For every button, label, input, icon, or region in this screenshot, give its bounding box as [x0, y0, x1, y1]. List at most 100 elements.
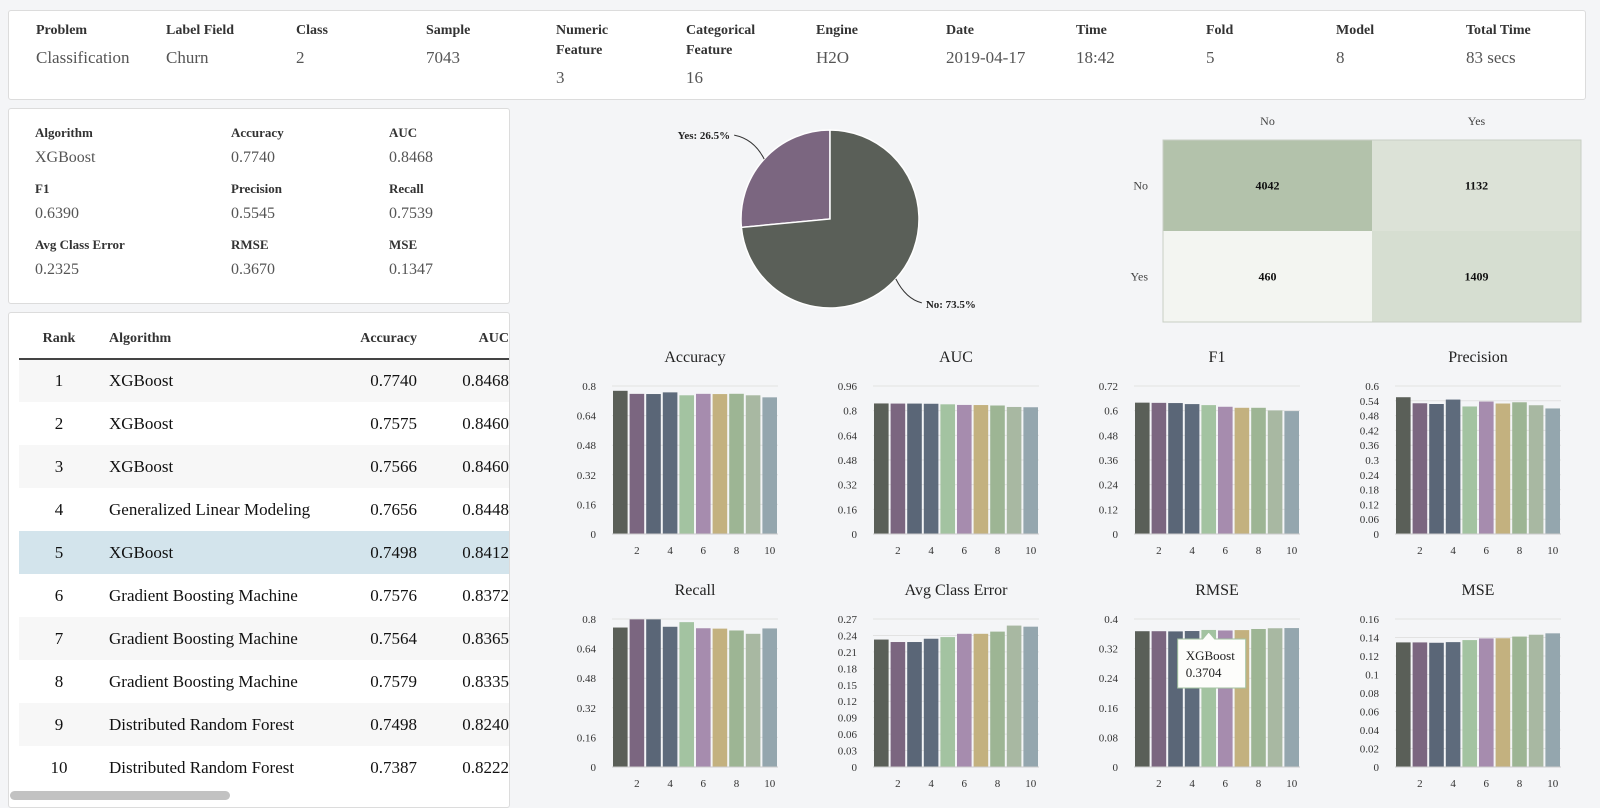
- bar[interactable]: [907, 403, 922, 534]
- bar[interactable]: [1135, 631, 1150, 767]
- bar[interactable]: [1495, 403, 1511, 534]
- bar[interactable]: [1545, 408, 1560, 534]
- bar[interactable]: [696, 628, 711, 767]
- bar[interactable]: [957, 404, 972, 534]
- horizontal-scrollbar[interactable]: [10, 791, 230, 800]
- bar[interactable]: [1251, 407, 1266, 534]
- bar[interactable]: [940, 637, 955, 767]
- bar[interactable]: [890, 642, 906, 767]
- table-row[interactable]: 10 Distributed Random Forest 0.7387 0.8222: [19, 746, 510, 789]
- bar[interactable]: [745, 395, 761, 534]
- table-row[interactable]: 1 XGBoost 0.7740 0.8468: [19, 359, 509, 402]
- bar[interactable]: [1528, 634, 1544, 767]
- table-row[interactable]: 9 Distributed Random Forest 0.7498 0.8240: [19, 703, 509, 746]
- bar[interactable]: [1445, 399, 1461, 534]
- bar[interactable]: [646, 619, 661, 767]
- bar[interactable]: [990, 631, 1005, 767]
- bar[interactable]: [1135, 402, 1150, 534]
- bar[interactable]: [1267, 628, 1283, 767]
- bar[interactable]: [1462, 406, 1477, 534]
- bar[interactable]: [907, 642, 922, 767]
- y-tick-label: 0.16: [838, 504, 858, 516]
- bar[interactable]: [1023, 626, 1038, 767]
- bar[interactable]: [1284, 628, 1299, 767]
- table-row[interactable]: 2 XGBoost 0.7575 0.8460: [19, 402, 509, 445]
- bar[interactable]: [1412, 642, 1428, 767]
- pie-slice[interactable]: [740, 129, 920, 309]
- bar[interactable]: [1479, 401, 1494, 534]
- bar[interactable]: [874, 403, 889, 534]
- bar[interactable]: [890, 403, 906, 534]
- bar[interactable]: [1234, 407, 1250, 534]
- bar[interactable]: [696, 393, 711, 534]
- matrix-cell[interactable]: [1372, 231, 1581, 322]
- y-tick-label: 0.32: [1099, 644, 1118, 656]
- bar[interactable]: [1006, 625, 1022, 767]
- bar[interactable]: [973, 405, 989, 534]
- bar[interactable]: [712, 394, 728, 534]
- table-row[interactable]: 4 Generalized Linear Modeling 0.7656 0.8448: [19, 488, 509, 531]
- bar[interactable]: [629, 393, 645, 534]
- bar[interactable]: [1396, 642, 1411, 767]
- bar[interactable]: [1251, 628, 1266, 767]
- x-tick-label: 10: [1547, 545, 1559, 557]
- bar[interactable]: [1429, 404, 1444, 534]
- header-accuracy[interactable]: Accuracy: [339, 319, 431, 360]
- bar[interactable]: [1429, 642, 1444, 767]
- bar[interactable]: [745, 633, 761, 767]
- table-row[interactable]: 5 XGBoost 0.7498 0.8412: [19, 531, 509, 574]
- table-row[interactable]: 3 XGBoost 0.7566 0.8460: [19, 445, 509, 488]
- bar[interactable]: [762, 628, 777, 767]
- bar[interactable]: [1462, 640, 1477, 767]
- bar[interactable]: [762, 397, 777, 534]
- bar[interactable]: [1412, 403, 1428, 534]
- header-rank[interactable]: Rank: [19, 319, 99, 360]
- bar[interactable]: [679, 395, 694, 534]
- bar[interactable]: [1006, 406, 1022, 534]
- bar[interactable]: [1168, 403, 1183, 534]
- bar[interactable]: [1023, 407, 1038, 534]
- bar[interactable]: [1512, 636, 1527, 767]
- bar[interactable]: [629, 619, 645, 767]
- bar[interactable]: [1151, 402, 1167, 534]
- bar[interactable]: [729, 630, 744, 767]
- matrix-cell[interactable]: [1163, 231, 1372, 322]
- bar[interactable]: [662, 392, 678, 534]
- bar[interactable]: [646, 394, 661, 534]
- bar[interactable]: [1445, 642, 1461, 767]
- header-auc[interactable]: AUC: [431, 319, 509, 360]
- bar[interactable]: [1218, 406, 1233, 534]
- bar[interactable]: [1151, 631, 1167, 767]
- bar[interactable]: [923, 403, 939, 534]
- bar[interactable]: [1267, 410, 1283, 534]
- table-row[interactable]: 8 Gradient Boosting Machine 0.7579 0.8335: [19, 660, 509, 703]
- bar[interactable]: [1545, 633, 1560, 767]
- matrix-cell[interactable]: [1163, 140, 1372, 231]
- bar[interactable]: [990, 405, 1005, 534]
- bar[interactable]: [874, 639, 889, 767]
- bar[interactable]: [729, 393, 744, 534]
- bar[interactable]: [923, 638, 939, 767]
- bar[interactable]: [613, 627, 628, 767]
- bar[interactable]: [1184, 404, 1200, 534]
- table-row[interactable]: 7 Gradient Boosting Machine 0.7564 0.8365: [19, 617, 509, 660]
- bar[interactable]: [679, 622, 694, 767]
- bar[interactable]: [1201, 405, 1216, 534]
- bar[interactable]: [1284, 411, 1299, 534]
- bar[interactable]: [973, 633, 989, 767]
- bar[interactable]: [1528, 405, 1544, 534]
- bar[interactable]: [712, 628, 728, 767]
- bar[interactable]: [613, 390, 628, 534]
- matrix-cell[interactable]: [1372, 140, 1581, 231]
- bar[interactable]: [1479, 638, 1494, 767]
- bar[interactable]: [1512, 402, 1527, 534]
- bar[interactable]: [1495, 638, 1511, 767]
- header-algorithm[interactable]: Algorithm: [99, 319, 339, 360]
- table-row[interactable]: 6 Gradient Boosting Machine 0.7576 0.8372: [19, 574, 509, 617]
- bar[interactable]: [957, 633, 972, 767]
- bar[interactable]: [940, 404, 955, 534]
- leaderboard-panel[interactable]: Rank Algorithm Accuracy AUC 1 XGBoost 0.77…: [8, 312, 510, 808]
- bar[interactable]: [662, 626, 678, 767]
- pie-slice[interactable]: [740, 129, 831, 229]
- bar[interactable]: [1396, 397, 1411, 534]
